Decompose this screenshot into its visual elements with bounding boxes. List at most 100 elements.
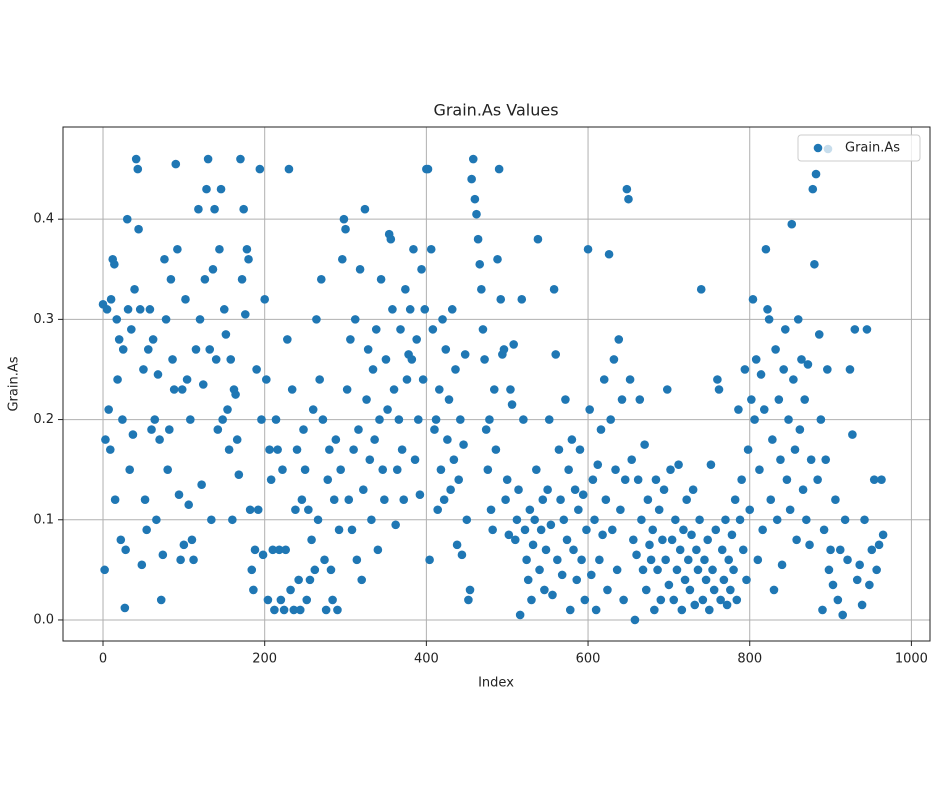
scatter-point <box>383 405 392 414</box>
scatter-point <box>507 400 517 409</box>
scatter-point <box>118 415 127 424</box>
scatter-point <box>764 315 774 324</box>
scatter-point <box>619 595 628 605</box>
scatter-point <box>179 540 189 550</box>
scatter-point <box>323 475 333 484</box>
scatter-point <box>116 535 126 545</box>
scatter-point <box>633 475 643 484</box>
scatter-point <box>743 445 753 454</box>
scatter-point <box>821 455 831 464</box>
scatter-point <box>186 415 195 424</box>
scatter-point <box>763 305 772 314</box>
scatter-point <box>295 605 305 615</box>
scatter-point <box>315 375 324 384</box>
scatter-point <box>862 325 872 334</box>
scatter-point <box>447 305 457 314</box>
scatter-point <box>510 535 520 545</box>
scatter-point <box>493 254 502 264</box>
scatter-point <box>769 585 779 595</box>
scatter-point <box>221 330 231 339</box>
scatter-point <box>658 535 667 545</box>
scatter-point <box>464 595 473 605</box>
scatter-point <box>289 605 299 615</box>
scatter-point <box>176 555 185 565</box>
scatter-point <box>475 259 485 269</box>
scatter-point <box>541 545 551 555</box>
scatter-point <box>616 505 625 515</box>
scatter-point <box>590 515 599 525</box>
scatter-point <box>153 370 163 379</box>
scatter-point <box>629 535 638 545</box>
scatter-point <box>428 325 438 334</box>
y-tick-label: 0.4 <box>33 212 54 227</box>
y-tick-label: 0.1 <box>33 512 54 527</box>
scatter-point <box>593 460 603 469</box>
scatter-point <box>700 555 709 565</box>
scatter-point <box>533 234 543 244</box>
scatter-point <box>239 204 248 214</box>
scatter-point <box>664 580 674 590</box>
scatter-point <box>599 375 609 384</box>
scatter-point <box>205 345 215 354</box>
scatter-point <box>768 435 777 444</box>
scatter-point <box>575 445 585 454</box>
scatter-point <box>656 595 666 605</box>
scatter-point <box>292 445 302 454</box>
scatter-point <box>357 575 367 585</box>
scatter-point <box>435 385 444 394</box>
scatter-point <box>797 355 806 364</box>
scatter-point <box>641 585 651 595</box>
scatter-point <box>197 480 206 489</box>
scatter-point <box>242 244 252 254</box>
scatter-point <box>253 505 263 515</box>
scatter-point <box>131 154 141 164</box>
scatter-point <box>407 355 417 364</box>
scatter-point <box>808 184 818 194</box>
scatter-point <box>150 415 160 424</box>
scatter-point <box>232 435 242 444</box>
scatter-point <box>777 560 787 570</box>
scatter-point <box>252 365 261 374</box>
scatter-point <box>486 505 496 515</box>
scatter-point <box>790 445 800 454</box>
scatter-point <box>494 164 504 174</box>
scatter-point <box>443 435 452 444</box>
scatter-point <box>748 295 758 304</box>
scatter-point <box>637 515 646 525</box>
scatter-point <box>850 325 860 334</box>
scatter-point <box>835 545 845 555</box>
scatter-point <box>467 174 476 184</box>
chart-title: Grain.As Values <box>433 101 558 120</box>
scatter-point <box>759 405 769 414</box>
scatter-point <box>750 415 759 424</box>
scatter-point <box>250 545 260 555</box>
scatter-point <box>525 505 535 515</box>
scatter-point <box>320 555 329 565</box>
scatter-point <box>271 415 281 424</box>
scatter-point <box>696 285 706 294</box>
scatter-point <box>698 595 708 605</box>
scatter-point <box>711 525 721 535</box>
scatter-point <box>365 455 375 464</box>
scatter-point <box>418 375 428 384</box>
scatter-point <box>449 455 459 464</box>
scatter-point <box>223 405 232 414</box>
scatter-point <box>818 605 827 615</box>
scatter-point <box>562 535 572 545</box>
scatter-point <box>148 335 158 344</box>
scatter-point <box>389 385 399 394</box>
scatter-point <box>325 445 334 454</box>
scatter-point <box>535 565 544 575</box>
scatter-point <box>520 525 530 535</box>
scatter-point <box>574 505 583 515</box>
scatter-point <box>632 550 641 560</box>
scatter-point <box>137 560 147 570</box>
scatter-point <box>546 520 556 530</box>
scatter-point <box>460 350 470 359</box>
scatter-point <box>191 345 201 354</box>
scatter-point <box>806 455 816 464</box>
scatter-point <box>499 345 509 354</box>
scatter-point <box>661 555 670 565</box>
scatter-point <box>651 475 661 484</box>
